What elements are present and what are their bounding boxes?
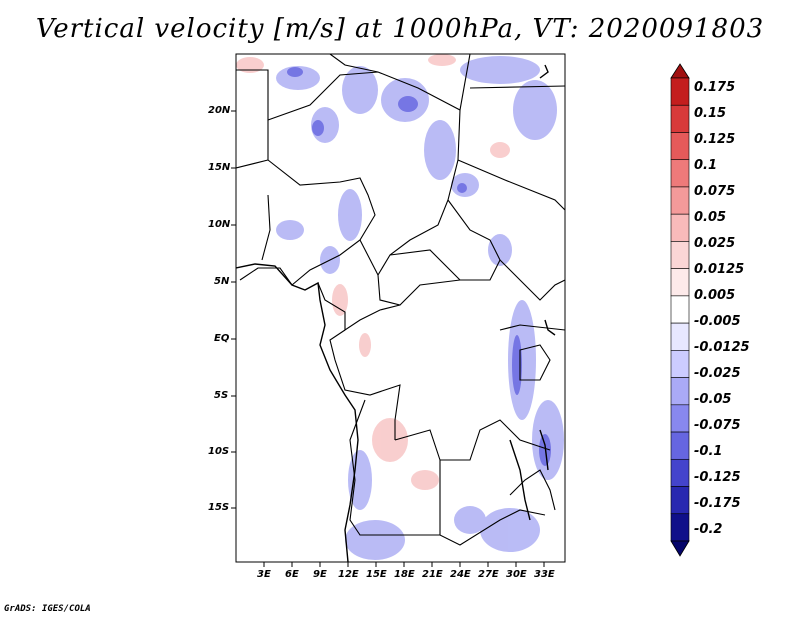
colorbar-cell [670, 404, 690, 433]
lon-label-9e: 9E [313, 569, 327, 580]
colorbar-label: -0.125 [694, 470, 741, 485]
lat-label-5n: 5N [214, 276, 230, 287]
lon-label-27e: 27E [478, 569, 499, 580]
colorbar-cell [670, 159, 690, 188]
lon-label-30e: 30E [506, 569, 527, 580]
lon-label-21e: 21E [422, 569, 443, 580]
colorbar-cell [670, 268, 690, 297]
lat-label-eq: EQ [214, 333, 230, 344]
colorbar-label: 0.05 [694, 210, 727, 225]
colorbar-label: 0.0125 [694, 262, 745, 277]
colorbar-label: 0.075 [694, 184, 736, 199]
colorbar-bottom-arrow [670, 540, 690, 557]
lat-ticks [231, 110, 236, 509]
colorbar-label: 0.1 [694, 158, 718, 173]
colorbar-label: -0.0125 [694, 340, 750, 355]
lat-label-10n: 10N [208, 219, 231, 230]
colorbar-cell [670, 295, 690, 324]
lon-label-12e: 12E [338, 569, 359, 580]
colorbar-label: 0.025 [694, 236, 736, 251]
colorbar-cell [670, 322, 690, 351]
lon-label-33e: 33E [534, 569, 555, 580]
lon-label-15e: 15E [366, 569, 387, 580]
colorbar-label: -0.2 [694, 522, 723, 537]
colorbar-label: 0.15 [694, 106, 727, 121]
lat-label-15n: 15N [208, 162, 231, 173]
colorbar-cell [670, 458, 690, 487]
colorbar-cell [670, 132, 690, 161]
coastlines [236, 64, 556, 562]
lon-label-6e: 6E [285, 569, 299, 580]
colorbar-cell [670, 213, 690, 242]
lon-ticks [263, 562, 545, 567]
positive-velocity-shading [236, 54, 510, 490]
colorbar-label: 0.005 [694, 288, 736, 303]
map-frame [235, 53, 566, 563]
colorbar-label: 0.175 [694, 80, 736, 95]
colorbar-cell [670, 513, 690, 542]
country-boundaries [236, 54, 565, 546]
lat-label-15s: 15S [208, 502, 230, 513]
colorbar-cell [670, 350, 690, 378]
lat-label-10s: 10S [208, 446, 230, 457]
colorbar-cell [670, 77, 690, 106]
lon-label-3e: 3E [257, 569, 271, 580]
lon-label-18e: 18E [394, 569, 415, 580]
lat-label-20n: 20N [208, 105, 231, 116]
lat-label-5s: 5S [214, 390, 229, 401]
colorbar-label: -0.05 [694, 392, 732, 407]
colorbar-cell [670, 486, 690, 515]
colorbar-cell [670, 186, 690, 215]
colorbar-label: -0.005 [694, 314, 741, 329]
colorbar-cell [670, 104, 690, 133]
colorbar [670, 63, 690, 557]
colorbar-top-arrow [670, 63, 690, 79]
colorbar-cell [670, 241, 690, 269]
colorbar-label: 0.125 [694, 132, 736, 147]
colorbar-label: -0.025 [694, 366, 741, 381]
grads-credit: GrADS: IGES/COLA [4, 604, 91, 614]
colorbar-cell [670, 431, 690, 460]
colorbar-label: -0.1 [694, 444, 723, 459]
colorbar-label: -0.175 [694, 496, 741, 511]
colorbar-cell [670, 377, 690, 406]
colorbar-label: -0.075 [694, 418, 741, 433]
lon-label-24e: 24E [450, 569, 471, 580]
map-title: Vertical velocity [m/s] at 1000hPa, VT: … [35, 14, 765, 44]
map-panel [236, 54, 565, 562]
